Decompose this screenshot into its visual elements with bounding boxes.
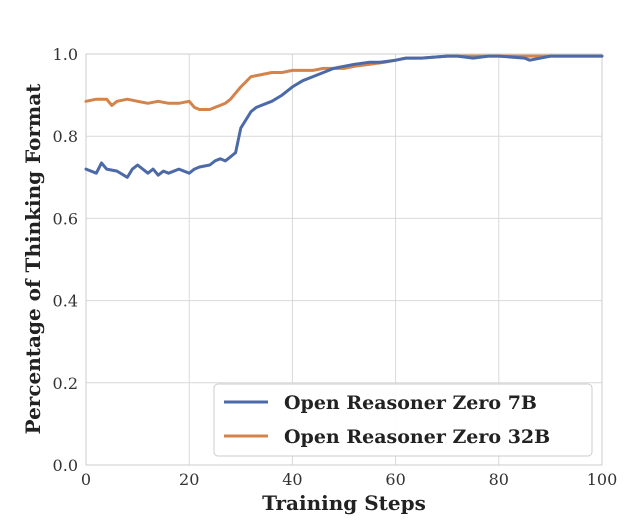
x-tick-label: 80 [489, 470, 509, 489]
y-tick-label: 0.0 [53, 456, 78, 475]
y-axis-title: Percentage of Thinking Format [21, 83, 45, 435]
legend: Open Reasoner Zero 7B Open Reasoner Zero… [213, 383, 593, 457]
x-axis-ticks: 0 20 40 60 80 100 [81, 470, 617, 489]
x-tick-label: 40 [282, 470, 302, 489]
x-tick-label: 100 [587, 470, 618, 489]
x-tick-label: 60 [385, 470, 405, 489]
legend-box [213, 383, 593, 457]
y-tick-label: 0.6 [53, 209, 78, 228]
legend-label-7b: Open Reasoner Zero 7B [284, 392, 537, 414]
y-axis-ticks: 0.0 0.2 0.4 0.6 0.8 1.0 [53, 45, 78, 475]
x-tick-label: 20 [179, 470, 199, 489]
x-tick-label: 0 [81, 470, 91, 489]
x-axis-title: Training Steps [262, 491, 426, 515]
y-tick-label: 1.0 [53, 45, 78, 64]
y-tick-label: 0.4 [53, 292, 78, 311]
series-line-32b [84, 54, 604, 111]
y-tick-label: 0.8 [53, 127, 78, 146]
series-group [84, 54, 604, 179]
legend-label-32b: Open Reasoner Zero 32B [284, 426, 550, 448]
series-line-7b [84, 54, 604, 179]
plot-frame [85, 53, 603, 466]
y-tick-label: 0.2 [53, 374, 78, 393]
